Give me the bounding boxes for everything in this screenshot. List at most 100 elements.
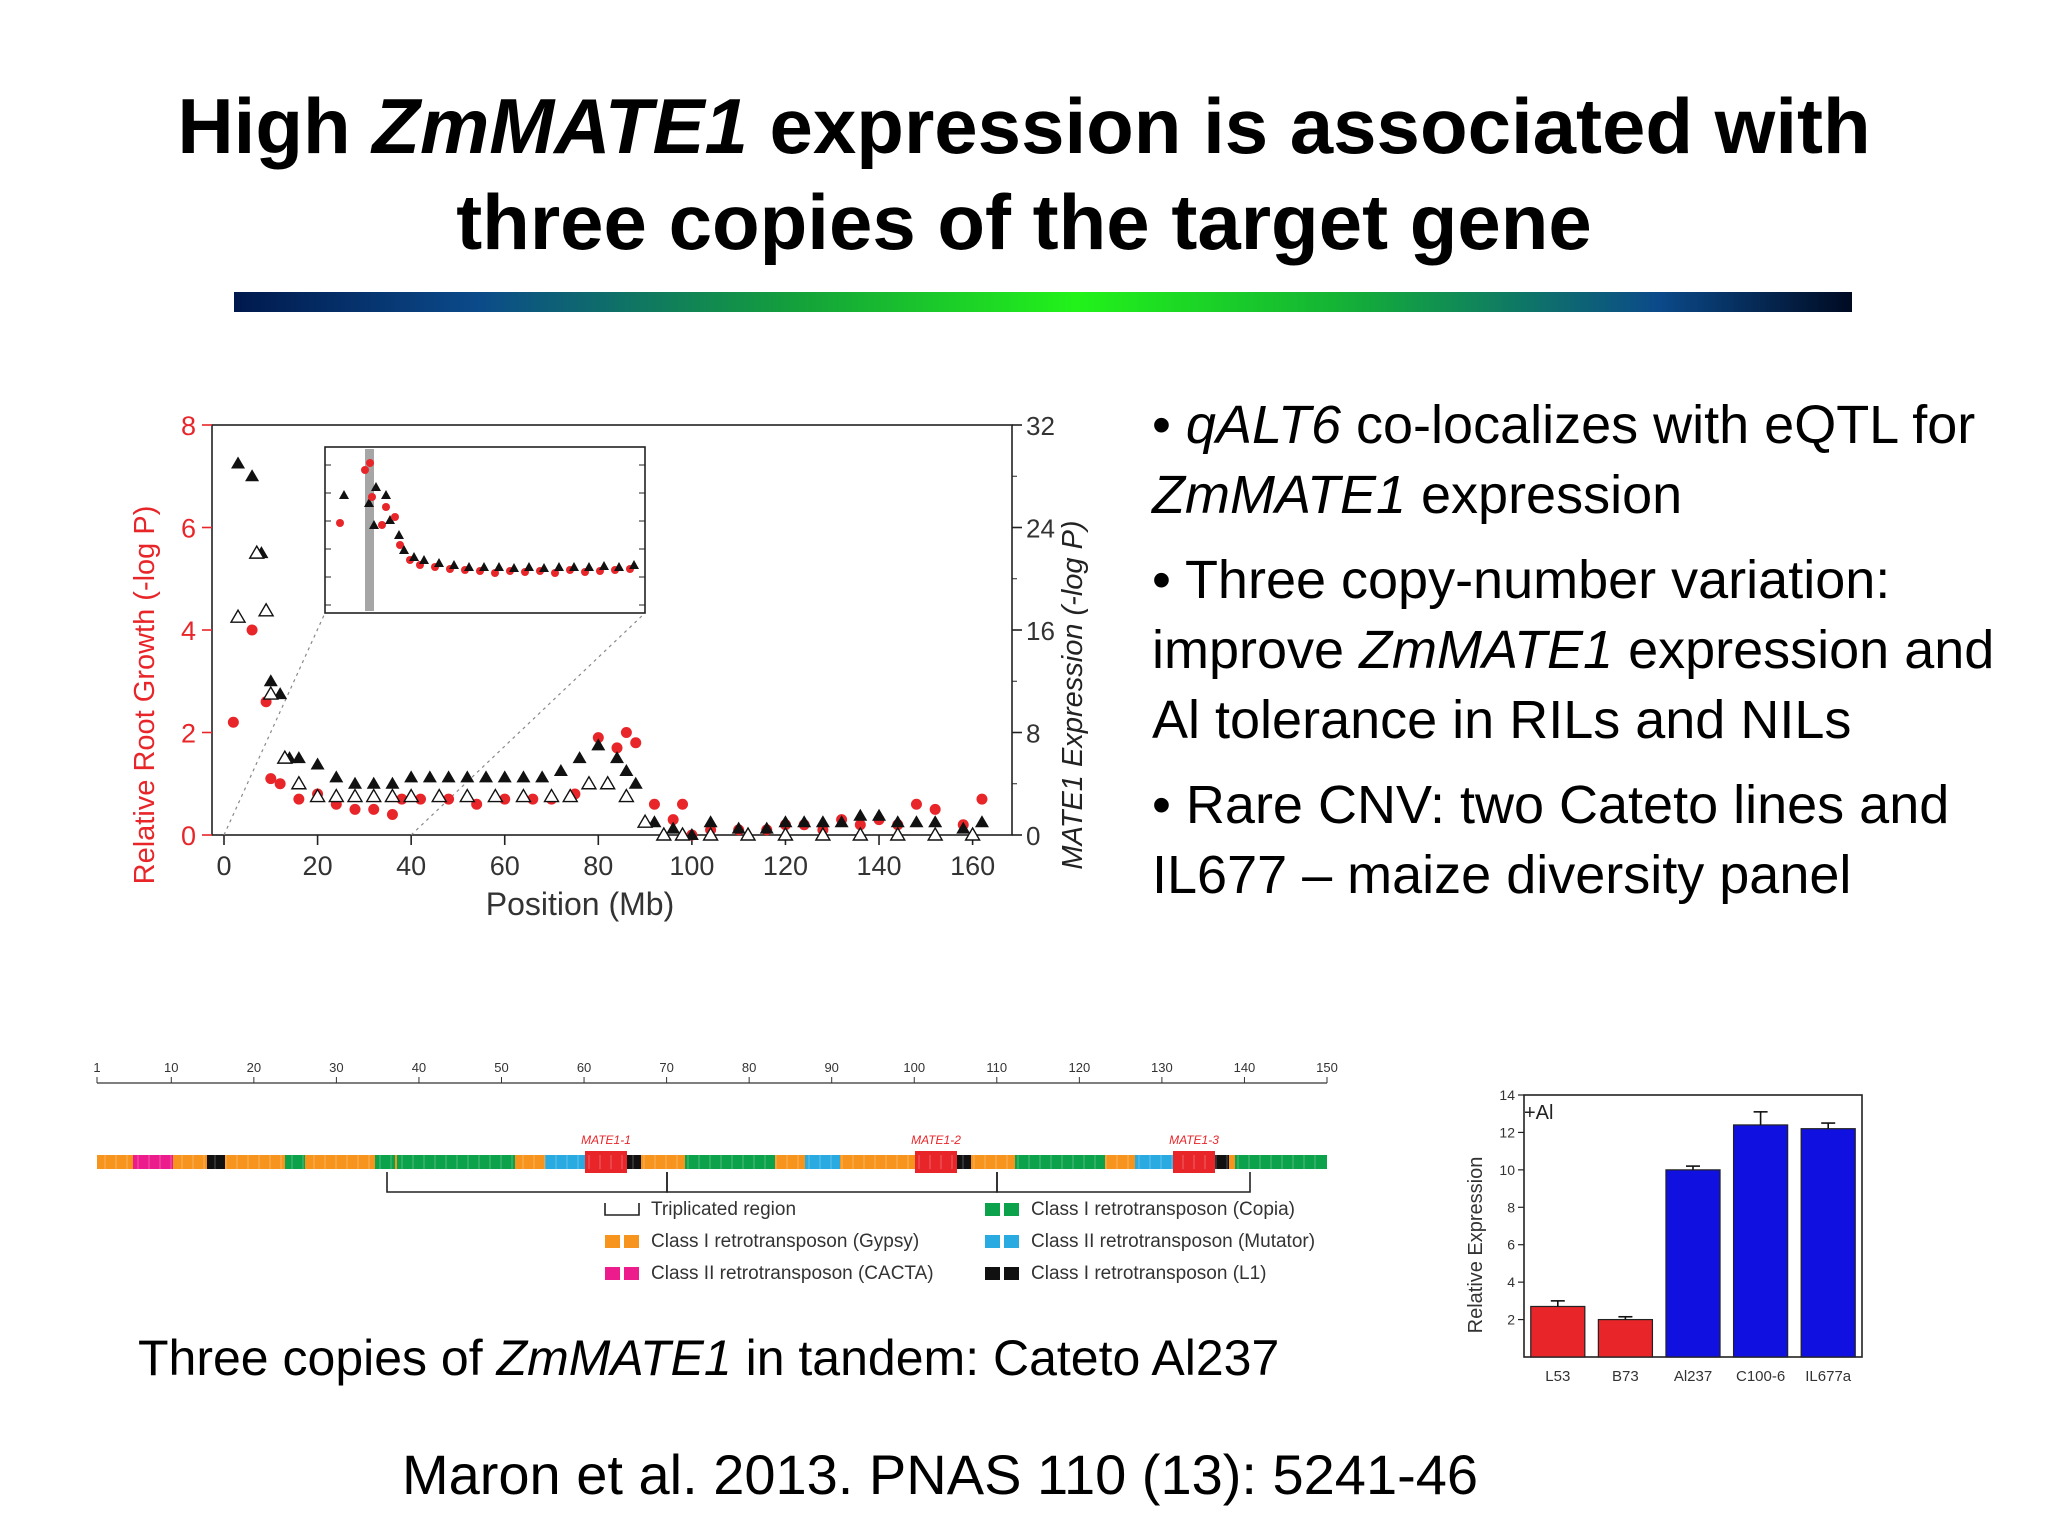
open-triangle-point	[248, 544, 265, 559]
inset-black-point	[584, 562, 594, 571]
y2-axis-label: MATE1 Expression (-log P)	[1057, 520, 1089, 869]
inset-black-point	[629, 560, 639, 569]
black-filled-triangle-point	[263, 674, 278, 687]
mate1-gene-label: MATE1-2	[911, 1133, 961, 1147]
red-circle-point	[246, 624, 258, 636]
red-circle-point	[929, 803, 941, 815]
red-circle-point	[349, 803, 361, 815]
black-filled-triangle-point	[956, 821, 971, 834]
open-triangle-point	[636, 813, 654, 828]
inset-red-point	[396, 541, 404, 549]
black-filled-triangle-point	[404, 770, 419, 783]
x-tick-label: 40	[396, 851, 426, 881]
triplicated-region-bracket	[666, 1172, 998, 1193]
legend-swatch	[624, 1267, 639, 1280]
inset-red-point	[391, 513, 399, 521]
gene-map-legend: Triplicated region Class I retrotransposo…	[604, 1199, 1315, 1284]
scale-label: 110	[986, 1060, 1007, 1075]
transposon-block	[1235, 1155, 1327, 1169]
transposon-block	[775, 1155, 805, 1169]
mate1-gene-label: MATE1-1	[581, 1133, 631, 1147]
bar-y-tick-label: 8	[1507, 1199, 1515, 1215]
bar-y-tick-label: 12	[1499, 1124, 1515, 1140]
inset-black-point	[479, 562, 489, 571]
bullet-item: • Rare CNV: two Cateto lines and IL677 –…	[1152, 775, 1950, 905]
bar-y-tick-label: 6	[1507, 1237, 1515, 1253]
transposon-block	[225, 1155, 235, 1169]
triplicated-region-bracket	[996, 1172, 1251, 1193]
mate1-gene-block	[1173, 1151, 1215, 1173]
black-filled-triangle-point	[422, 770, 437, 783]
inset-black-point	[524, 562, 534, 571]
black-filled-triangle-point	[572, 751, 587, 764]
transposon-block	[133, 1155, 173, 1169]
scale-label: 150	[1316, 1060, 1338, 1075]
gene-map-caption: Three copies of ZmMATE1 in tandem: Catet…	[138, 1330, 1280, 1386]
open-triangle-point	[328, 788, 345, 803]
black-filled-triangle-point	[479, 770, 494, 783]
black-filled-triangle-point	[909, 815, 924, 828]
transposon-block	[235, 1155, 283, 1169]
mate1-gene-label: MATE1-3	[1169, 1133, 1219, 1147]
red-circle-point	[293, 793, 305, 805]
legend-swatch	[985, 1267, 1000, 1280]
black-filled-triangle-point	[797, 815, 812, 828]
red-circle-point	[611, 742, 623, 754]
inset-black-point	[369, 520, 379, 529]
red-circle-point	[976, 793, 988, 805]
inset-black-point	[599, 561, 609, 570]
black-filled-triangle-point	[815, 815, 830, 828]
scale-label: 120	[1068, 1060, 1090, 1075]
title-line-1: High ZmMATE1 expression is associated wi…	[177, 82, 1871, 170]
transposon-block	[1135, 1155, 1173, 1169]
open-triangle-point	[257, 602, 275, 617]
open-triangle-point	[599, 775, 616, 790]
y2-tick-label: 8	[1026, 719, 1040, 749]
open-triangle-point	[459, 788, 476, 803]
inset-black-point	[394, 530, 404, 539]
black-filled-triangle-point	[329, 770, 344, 783]
black-filled-triangle-point	[610, 751, 625, 764]
x-tick-label: 120	[763, 851, 808, 881]
inset-red-point	[366, 459, 374, 467]
open-triangle-point	[618, 788, 635, 803]
inset-black-point	[554, 562, 564, 571]
open-triangle-point	[852, 826, 869, 841]
x-tick-label: 80	[583, 851, 613, 881]
bar-category-label: L53	[1545, 1368, 1570, 1385]
legend-swatch	[985, 1235, 1000, 1248]
red-circle-point	[274, 778, 286, 790]
transposon-block	[685, 1155, 775, 1169]
black-filled-triangle-point	[366, 776, 381, 789]
y-tick-label: 8	[181, 411, 196, 441]
transposon-block	[397, 1155, 527, 1169]
legend-label: Class I retrotransposon (Gypsy)	[651, 1231, 919, 1252]
transposon-block	[645, 1155, 675, 1169]
scale-label: 10	[164, 1060, 178, 1075]
mate1-gene-block	[915, 1151, 957, 1173]
scale-label: 60	[577, 1060, 591, 1075]
black-filled-triangle-point	[666, 821, 681, 834]
x-tick-label: 160	[950, 851, 995, 881]
expression-bar	[1597, 1318, 1654, 1358]
inset-black-point	[464, 562, 474, 571]
scale-label: 1	[93, 1060, 100, 1075]
x-tick-label: 0	[216, 851, 231, 881]
gene-map-figure: 1 10 20 30 40 50 60 70 80 90 100 110 120 130 140 150 MA…	[93, 1060, 1338, 1284]
scale-label: 70	[659, 1060, 673, 1075]
red-circle-point	[592, 732, 604, 744]
black-filled-triangle-point	[872, 808, 887, 821]
black-filled-triangle-point	[291, 751, 306, 764]
inset-red-point	[336, 519, 344, 527]
scale-label: 30	[329, 1060, 343, 1075]
legend-label: Class I retrotransposon (L1)	[1031, 1263, 1267, 1284]
bar-y-axis-label: Relative Expression	[1465, 1157, 1487, 1334]
open-triangle-point	[262, 685, 280, 700]
y2-tick-label: 0	[1026, 821, 1040, 851]
transposon-block	[975, 1155, 1005, 1169]
red-circle-point	[854, 819, 866, 831]
legend-label: Class II retrotransposon (CACTA)	[651, 1263, 934, 1284]
y-tick-label: 2	[181, 719, 196, 749]
black-filled-triangle-point	[890, 815, 905, 828]
